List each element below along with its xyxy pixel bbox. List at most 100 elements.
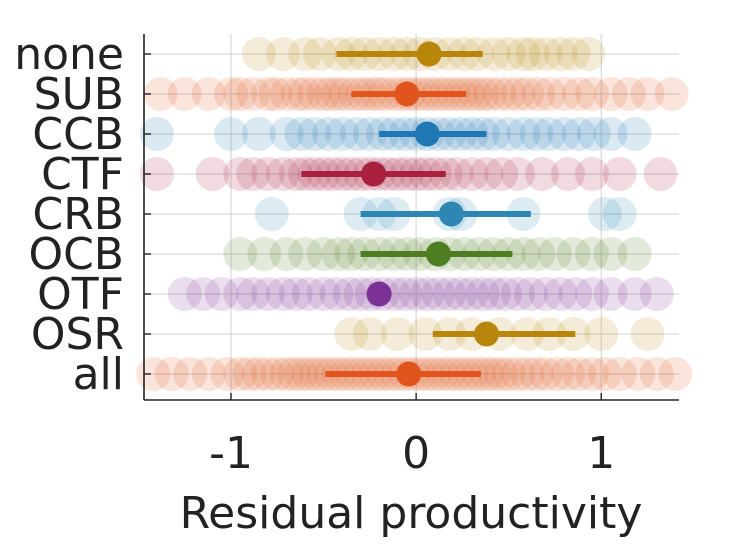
data-point: [258, 77, 293, 111]
data-point: [210, 357, 245, 391]
y-tick-label: SUB: [34, 69, 124, 120]
data-point: [528, 357, 563, 391]
data-point: [547, 117, 582, 151]
data-point: [241, 357, 276, 391]
data-point: [288, 237, 323, 271]
data-point: [556, 237, 591, 271]
data-point: [269, 357, 304, 391]
data-point: [251, 157, 286, 191]
data-point: [232, 357, 267, 391]
data-point: [519, 357, 554, 391]
data-point: [265, 277, 300, 311]
data-point: [621, 357, 656, 391]
data-point: [408, 317, 443, 351]
data-point: [306, 237, 341, 271]
data-point: [247, 237, 282, 271]
data-point: [251, 357, 286, 391]
data-point: [469, 157, 504, 191]
data-point: [223, 157, 258, 191]
data-point: [236, 157, 271, 191]
data-point: [476, 37, 511, 71]
data-point: [528, 277, 563, 311]
data-point: [574, 157, 609, 191]
data-point: [532, 117, 567, 151]
data-point: [297, 117, 332, 151]
data-point: [454, 277, 489, 311]
data-point: [617, 277, 652, 311]
data-point: [484, 357, 519, 391]
data-point: [574, 77, 609, 111]
data-point: [550, 357, 585, 391]
data-point: [574, 237, 609, 271]
data-point: [617, 117, 652, 151]
data-point: [265, 37, 300, 71]
axes: [143, 34, 679, 401]
data-point: [562, 117, 597, 151]
data-point: [519, 117, 554, 151]
data-point: [539, 357, 574, 391]
data-point: [265, 157, 300, 191]
data-point: [639, 277, 674, 311]
data-point: [587, 197, 622, 231]
x-tick-label: 1: [587, 428, 615, 479]
data-point: [291, 277, 326, 311]
data-point: [167, 77, 202, 111]
data-point: [574, 277, 609, 311]
data-point: [593, 117, 628, 151]
x-axis-label: Residual productivity: [180, 488, 643, 539]
data-point: [576, 117, 611, 151]
data-point: [325, 117, 360, 151]
data-point: [339, 117, 374, 151]
y-tick-label: OTF: [37, 269, 124, 320]
data-point: [602, 197, 637, 231]
data-point: [186, 277, 221, 311]
mean-marker-otf: [366, 281, 392, 307]
data-point: [284, 117, 319, 151]
data-point: [284, 357, 319, 391]
data-point: [139, 117, 174, 151]
x-tick-label: 0: [402, 428, 430, 479]
data-point: [500, 277, 535, 311]
data-point: [513, 277, 548, 311]
data-point: [543, 277, 578, 311]
data-point: [352, 317, 387, 351]
data-point: [276, 357, 311, 391]
data-point: [241, 117, 276, 151]
data-point: [593, 277, 628, 311]
data-point: [537, 237, 572, 271]
data-point: [465, 277, 500, 311]
data-point: [521, 77, 556, 111]
data-point: [223, 277, 258, 311]
data-point: [421, 277, 456, 311]
data-point: [334, 237, 369, 271]
data-point: [602, 157, 637, 191]
data-point: [612, 77, 647, 111]
data-point: [550, 157, 585, 191]
data-point: [380, 317, 415, 351]
data-point: [352, 117, 387, 151]
data-point: [280, 77, 315, 111]
y-tick-label: OSR: [31, 309, 124, 360]
data-point: [487, 277, 522, 311]
confidence-intervals: [301, 41, 576, 387]
data-point: [154, 357, 189, 391]
data-point: [602, 357, 637, 391]
data-point: [458, 77, 493, 111]
data-point: [521, 237, 556, 271]
data-point: [191, 77, 226, 111]
data-point: [251, 77, 286, 111]
data-point: [191, 357, 226, 391]
data-point: [195, 157, 230, 191]
data-point: [654, 77, 689, 111]
data-point: [532, 77, 567, 111]
data-point: [278, 277, 313, 311]
data-point: [491, 357, 526, 391]
mean-marker-all: [396, 361, 422, 387]
data-point: [204, 277, 239, 311]
data-point: [236, 277, 271, 311]
data-point: [251, 277, 286, 311]
mean-marker-none: [416, 41, 442, 67]
data-point: [543, 37, 578, 71]
data-point: [500, 157, 535, 191]
data-point: [306, 277, 341, 311]
